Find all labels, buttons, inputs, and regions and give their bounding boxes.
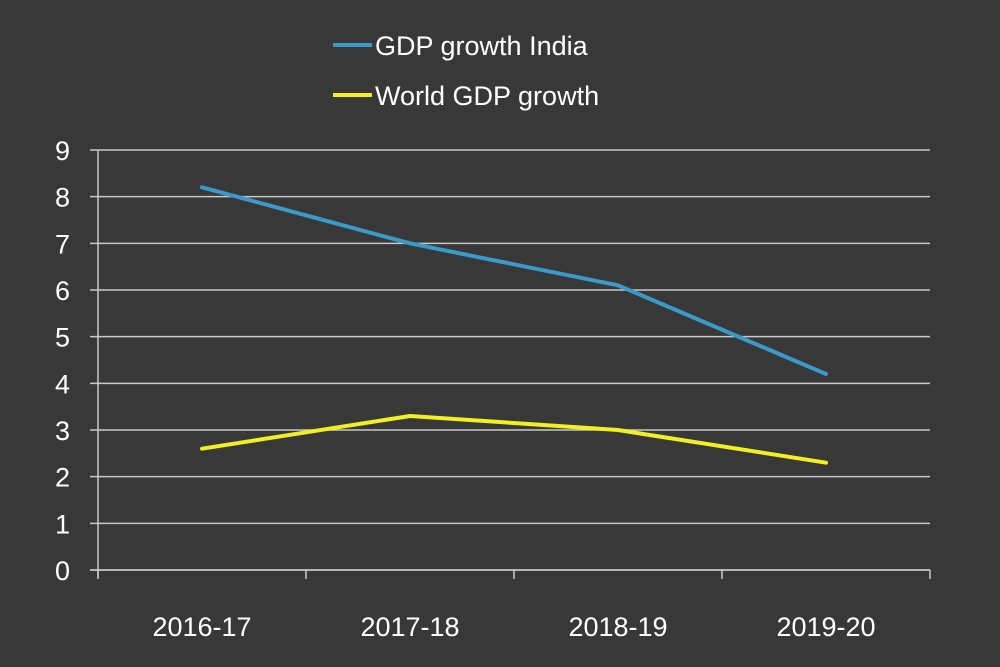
y-tick-label: 0: [55, 556, 70, 586]
axes: [90, 150, 931, 579]
series-line-2: [200, 414, 828, 465]
x-axis-ticks: 2016-17 2017-18 2018-19 2019-20: [152, 612, 875, 642]
y-tick-label: 7: [55, 229, 70, 259]
series-line-1: [200, 185, 828, 376]
y-tick-label: 5: [55, 323, 70, 353]
y-tick-label: 9: [55, 136, 70, 166]
legend-item: GDP growth India: [333, 31, 589, 61]
legend-label: GDP growth India: [375, 31, 589, 61]
legend: GDP growth India World GDP growth: [333, 31, 599, 111]
y-tick-label: 6: [55, 276, 70, 306]
y-axis-ticks: 0 1 2 3 4 5 6 7 8 9: [55, 136, 70, 586]
x-tick-label: 2016-17: [152, 612, 251, 642]
x-tick-label: 2017-18: [360, 612, 459, 642]
legend-item: World GDP growth: [333, 81, 599, 111]
gridlines: [90, 149, 930, 571]
x-tick-label: 2019-20: [776, 612, 875, 642]
x-tick-label: 2018-19: [568, 612, 667, 642]
y-tick-label: 1: [55, 509, 70, 539]
y-tick-label: 8: [55, 183, 70, 213]
y-tick-label: 2: [55, 463, 70, 493]
y-tick-label: 3: [55, 416, 70, 446]
series-lines: [200, 185, 828, 465]
y-tick-label: 4: [55, 369, 70, 399]
legend-label: World GDP growth: [375, 81, 599, 111]
